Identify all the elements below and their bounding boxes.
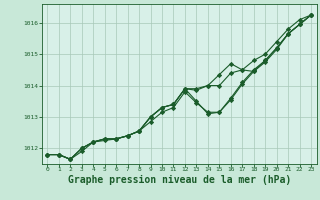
X-axis label: Graphe pression niveau de la mer (hPa): Graphe pression niveau de la mer (hPa) <box>68 175 291 185</box>
